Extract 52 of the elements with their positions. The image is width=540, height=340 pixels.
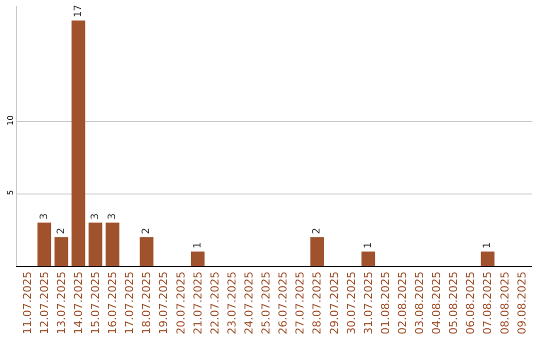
x-tick-label: 29.07.2025: [328, 271, 341, 334]
x-tick-label: 05.08.2025: [447, 271, 460, 334]
data-label: 3: [38, 213, 50, 220]
x-tick-label: 25.07.2025: [260, 271, 273, 334]
data-label: 17: [72, 4, 84, 18]
bar: [88, 222, 102, 266]
bar: [361, 252, 376, 266]
x-tick-label: 19.07.2025: [157, 271, 170, 334]
x-tick-label: 03.08.2025: [413, 271, 426, 334]
x-tick-label: 22.07.2025: [208, 271, 222, 334]
x-tick-label: 28.07.2025: [310, 271, 324, 334]
bar: [54, 237, 68, 266]
x-tick-label: 16.07.2025: [106, 271, 120, 334]
data-label: 1: [192, 242, 204, 249]
data-label: 2: [56, 228, 67, 234]
x-tick-label: 09.08.2025: [515, 271, 528, 334]
x-tick-label: 11.07.2025: [20, 271, 34, 334]
x-tick-label: 31.07.2025: [362, 271, 375, 334]
x-tick-label: 30.07.2025: [344, 271, 358, 334]
x-tick-label: 26.07.2025: [276, 271, 290, 334]
y-tick-label: 5: [6, 190, 15, 196]
data-label: 3: [90, 213, 101, 220]
data-label: 2: [312, 228, 323, 234]
x-tick-label: 08.08.2025: [498, 271, 512, 334]
bar: [190, 252, 205, 266]
x-tick-label: 17.07.2025: [123, 271, 136, 334]
x-tick-label: 14.07.2025: [72, 271, 85, 334]
x-tick-label: 21.07.2025: [191, 271, 204, 334]
x-tick-label: 23.07.2025: [225, 271, 238, 334]
x-tick-label: 18.07.2025: [140, 271, 154, 334]
x-tick-label: 27.07.2025: [294, 271, 307, 334]
x-tick-label: 15.07.2025: [89, 271, 102, 334]
data-label: 3: [107, 213, 118, 220]
data-label: 2: [141, 228, 152, 234]
bar: [106, 222, 120, 266]
x-tick-label: 04.08.2025: [430, 271, 444, 334]
x-tick-label: 02.08.2025: [396, 271, 409, 334]
x-tick-label: 06.08.2025: [464, 271, 478, 334]
x-tick-label: 07.08.2025: [481, 271, 494, 334]
data-label: 1: [482, 242, 494, 249]
data-label: 1: [362, 242, 374, 249]
y-tick-label: 10: [6, 115, 15, 126]
x-tick-label: 01.08.2025: [378, 271, 392, 334]
x-tick-label: 24.07.2025: [242, 271, 256, 334]
x-tick-label: 12.07.2025: [38, 271, 51, 334]
bar: [310, 237, 324, 266]
bar: [72, 20, 86, 266]
bar: [480, 252, 494, 266]
x-tick-label: 20.07.2025: [174, 271, 188, 334]
bar: [37, 222, 52, 266]
bar: [140, 237, 154, 266]
x-tick-label: 13.07.2025: [54, 271, 68, 334]
